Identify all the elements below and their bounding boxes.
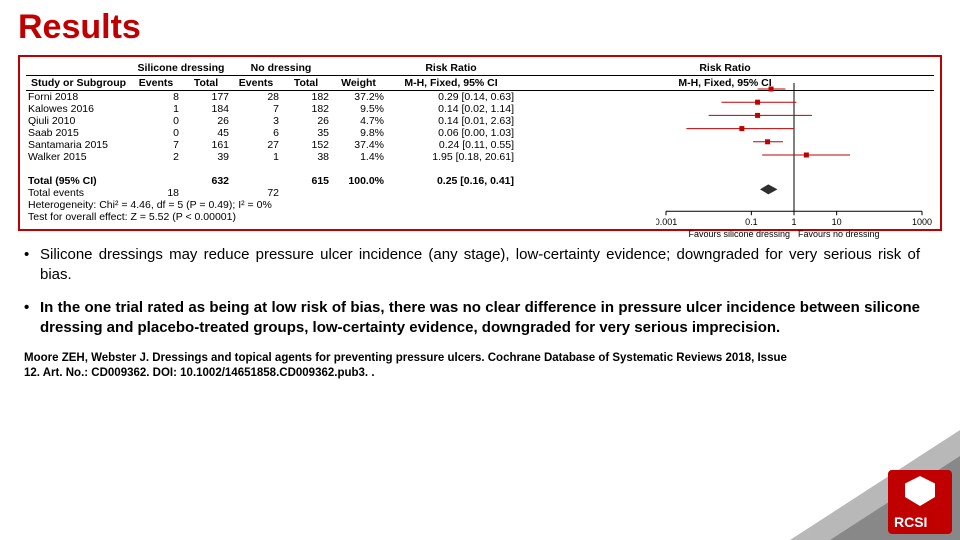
- col-weight: Weight: [331, 76, 386, 91]
- col-method1: M-H, Fixed, 95% CI: [386, 76, 516, 91]
- col-events1: Events: [131, 76, 181, 91]
- col-rr2: Risk Ratio: [516, 61, 934, 76]
- svg-text:1000: 1000: [912, 217, 932, 227]
- svg-text:10: 10: [832, 217, 842, 227]
- col-group1: Silicone dressing: [131, 61, 231, 76]
- bullet-item: In the one trial rated as being at low r…: [24, 298, 920, 337]
- svg-text:Favours no dressing: Favours no dressing: [798, 229, 880, 239]
- page-title: Results: [0, 0, 960, 47]
- svg-text:1: 1: [791, 217, 796, 227]
- rcsi-logo: RCSI: [888, 470, 952, 534]
- col-study: Study or Subgroup: [26, 76, 131, 91]
- citation: Moore ZEH, Webster J. Dressings and topi…: [24, 351, 790, 381]
- col-rr1: Risk Ratio: [386, 61, 516, 76]
- bullet-item: Silicone dressings may reduce pressure u…: [24, 245, 920, 284]
- logo-text: RCSI: [894, 514, 927, 530]
- col-group2: No dressing: [231, 61, 331, 76]
- col-events2: Events: [231, 76, 281, 91]
- svg-text:0.1: 0.1: [745, 217, 758, 227]
- col-total2: Total: [281, 76, 331, 91]
- svg-text:Favours silicone dressing: Favours silicone dressing: [688, 229, 790, 239]
- forest-plot-svg: 0.001 0.1 1 10 1000 Favours silicone dressing…: [656, 79, 932, 249]
- forest-plot-container: Silicone dressing No dressing Risk Ratio…: [18, 55, 942, 231]
- col-total1: Total: [181, 76, 231, 91]
- bullet-list: Silicone dressings may reduce pressure u…: [24, 245, 920, 337]
- svg-text:0.001: 0.001: [656, 217, 677, 227]
- crest-icon: [905, 476, 935, 506]
